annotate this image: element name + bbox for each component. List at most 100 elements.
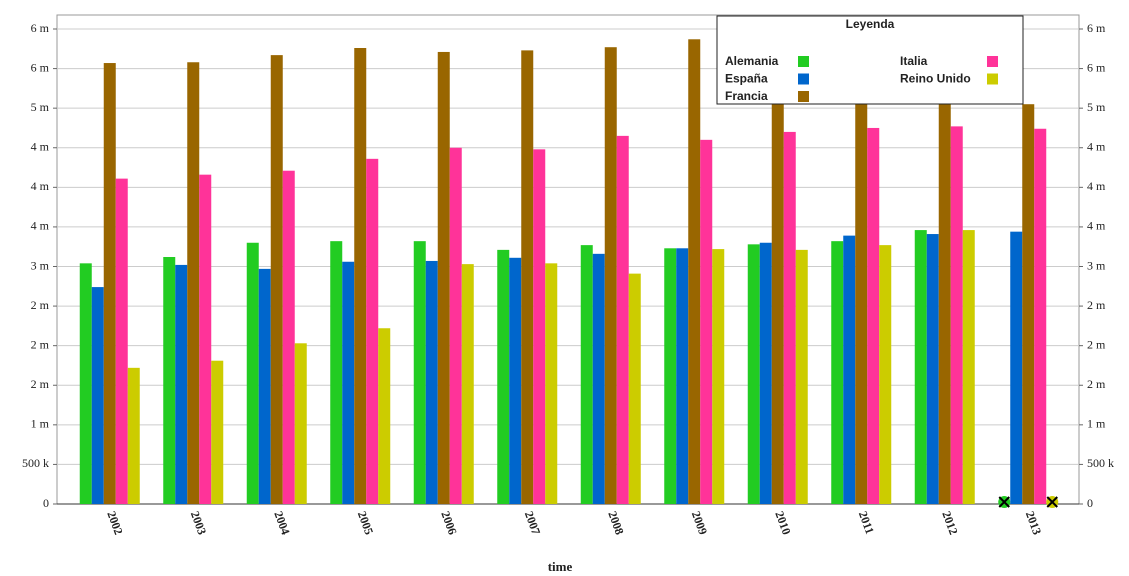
bar: [521, 50, 534, 504]
legend-label: Francia: [725, 89, 768, 103]
legend-swatch: [798, 73, 809, 85]
bar: [342, 261, 355, 504]
x-tick-label: 2011: [856, 509, 877, 536]
bar: [616, 135, 629, 504]
x-tick-label: 2002: [104, 509, 125, 536]
bar: [962, 230, 975, 505]
bar: [91, 287, 104, 504]
bar: [103, 63, 116, 505]
y-tick-label: 2 m: [31, 377, 50, 391]
bar: [211, 360, 224, 504]
bar: [831, 241, 844, 504]
y-tick-label-right: 2 m: [1087, 298, 1106, 312]
bar: [199, 174, 212, 504]
y-tick-label-right: 0: [1087, 496, 1093, 510]
y-tick-label-right: 2 m: [1087, 337, 1106, 351]
bar: [509, 257, 522, 504]
bar: [867, 127, 880, 504]
bar: [354, 48, 367, 504]
x-tick-label: 2008: [605, 509, 626, 536]
y-tick-label: 5 m: [31, 100, 50, 114]
y-tick-label-right: 4 m: [1087, 179, 1106, 193]
y-tick-label: 6 m: [31, 60, 50, 74]
bar: [914, 230, 927, 505]
missing-marker: [1046, 496, 1058, 508]
bar: [545, 263, 558, 504]
x-tick-label: 2007: [522, 509, 543, 536]
legend-label: Reino Unido: [900, 72, 971, 86]
bar: [163, 257, 176, 504]
bar: [604, 47, 617, 504]
bar: [592, 253, 605, 504]
y-tick-label-right: 2 m: [1087, 377, 1106, 391]
x-tick-label: 2006: [438, 509, 459, 536]
bar: [938, 104, 951, 504]
bar: [115, 178, 128, 504]
missing-marker: [998, 496, 1010, 508]
bar: [175, 264, 188, 504]
bar: [533, 149, 546, 505]
y-tick-label: 0: [43, 496, 49, 510]
bar: [270, 55, 283, 504]
bar: [425, 260, 438, 504]
legend-label: España: [725, 72, 768, 86]
x-tick-label: 2012: [939, 509, 960, 536]
bar: [378, 328, 391, 504]
bar: [1010, 231, 1023, 504]
bar: [926, 234, 939, 504]
bar: [413, 241, 426, 504]
x-tick-label: 2004: [271, 509, 292, 536]
x-axis-label: time: [548, 559, 573, 574]
y-tick-label: 4 m: [31, 179, 50, 193]
y-tick-label-right: 6 m: [1087, 21, 1106, 35]
y-tick-label: 2 m: [31, 337, 50, 351]
y-tick-label-right: 6 m: [1087, 60, 1106, 74]
bar: [771, 104, 784, 504]
bar: [855, 104, 868, 504]
bar: [950, 126, 963, 504]
x-tick-label: 2010: [772, 509, 793, 536]
y-tick-label: 4 m: [31, 219, 50, 233]
y-tick-label: 3 m: [31, 258, 50, 272]
bar: [258, 268, 271, 504]
bar: [294, 343, 307, 504]
bar: [246, 242, 259, 504]
bar: [497, 249, 510, 504]
x-tick-label: 2009: [689, 509, 710, 536]
x-tick-label: 2003: [188, 509, 209, 536]
bar: [127, 367, 140, 504]
bar: [580, 245, 593, 504]
y-tick-label: 500 k: [22, 456, 49, 470]
legend-label: Alemania: [725, 54, 779, 68]
bar: [712, 249, 725, 504]
y-tick-label-right: 4 m: [1087, 219, 1106, 233]
legend-swatch: [987, 73, 998, 85]
y-tick-label: 2 m: [31, 298, 50, 312]
y-tick-label: 1 m: [31, 417, 50, 431]
bar: [664, 248, 677, 504]
y-tick-label-right: 4 m: [1087, 140, 1106, 154]
bar: [843, 235, 856, 504]
y-tick-label-right: 3 m: [1087, 258, 1106, 272]
bar: [688, 39, 701, 505]
bar: [747, 244, 760, 505]
y-tick-label-right: 500 k: [1087, 456, 1114, 470]
bar: [79, 263, 92, 504]
y-tick-label-right: 1 m: [1087, 417, 1106, 431]
bar: [461, 264, 474, 504]
bar: [795, 249, 808, 504]
bar: [187, 62, 200, 504]
bar: [676, 248, 689, 504]
bar: [1022, 104, 1035, 504]
y-tick-label: 4 m: [31, 140, 50, 154]
legend-swatch: [798, 91, 809, 102]
x-tick-label: 2005: [355, 509, 376, 536]
bar: [437, 51, 450, 504]
legend-title: Leyenda: [846, 17, 895, 31]
bar: [282, 170, 295, 505]
bar: [1034, 128, 1047, 504]
bar: [879, 245, 892, 504]
legend-box: [716, 15, 1024, 105]
legend-label: Italia: [900, 54, 928, 68]
